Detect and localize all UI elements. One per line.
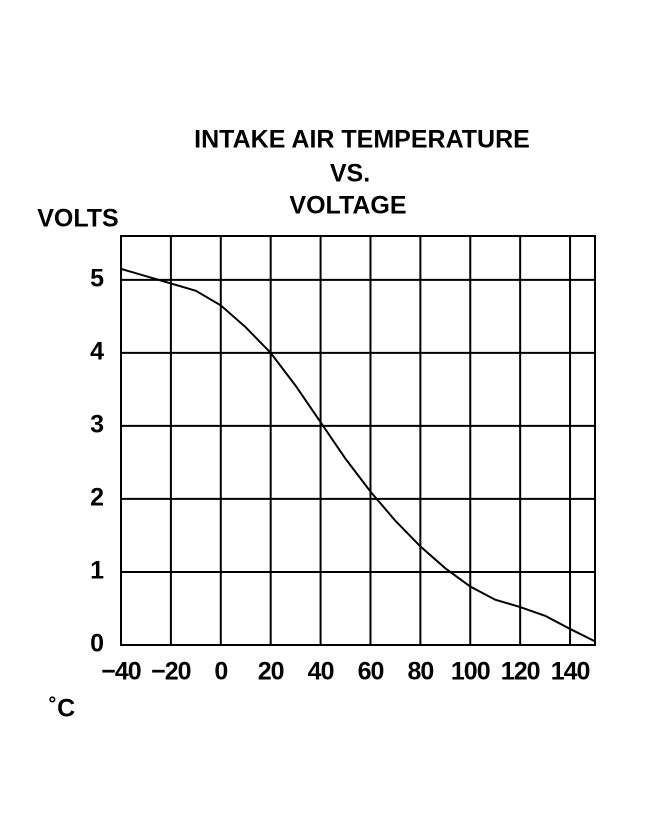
y-tick-label: 5 <box>90 264 104 292</box>
x-tick-label: 0 <box>214 658 227 686</box>
x-tick-label: 80 <box>407 658 433 686</box>
x-tick-label: −20 <box>151 658 191 686</box>
y-tick-label: 4 <box>90 337 104 365</box>
y-tick-label: 3 <box>90 411 104 439</box>
y-axis-label: VOLTS <box>37 205 118 233</box>
x-tick-label: −40 <box>101 658 141 686</box>
y-tick-label: 1 <box>90 557 104 585</box>
x-tick-label: 60 <box>358 658 384 686</box>
chart-title: VOLTAGE <box>289 192 406 220</box>
x-tick-label: 140 <box>551 658 590 686</box>
y-tick-label: 0 <box>90 630 104 658</box>
plot-frame <box>120 235 596 646</box>
data-line <box>120 267 596 643</box>
x-tick-label: 20 <box>258 658 284 686</box>
x-axis-label: ˚C <box>49 695 75 723</box>
y-tick-label: 2 <box>90 484 104 512</box>
chart-title: VS. <box>330 160 370 188</box>
chart-title: INTAKE AIR TEMPERATURE <box>194 126 530 154</box>
x-tick-label: 120 <box>501 658 540 686</box>
x-tick-label: 100 <box>451 658 490 686</box>
x-tick-label: 40 <box>308 658 334 686</box>
